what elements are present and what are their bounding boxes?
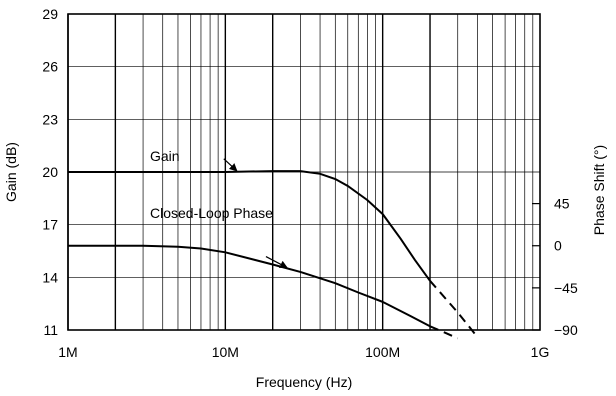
y-tick-label: 26	[42, 59, 58, 75]
x-axis-label: Frequency (Hz)	[256, 374, 352, 390]
y-tick-label: 23	[42, 111, 58, 127]
tick-labels: 1M 10M 100M 1G 11 14 17 20 23 26 29 −90 −45 0 45	[42, 6, 578, 360]
y-tick-label: 20	[42, 164, 58, 180]
x-tick-label: 10M	[212, 344, 239, 360]
gain-line	[68, 170, 431, 282]
annotation-label: Closed-Loop Phase	[150, 205, 273, 221]
closed-loop-phase-line	[68, 244, 431, 328]
annotation-arrow	[265, 256, 288, 269]
y-tick-label: 14	[42, 269, 58, 285]
y2-tick-label: 45	[554, 196, 570, 212]
closed-loop-phase-extrapolated-line	[429, 325, 459, 340]
y2-tick-label: −90	[554, 322, 578, 338]
x-tick-label: 100M	[365, 344, 400, 360]
y-tick-label: 11	[43, 322, 58, 338]
y2-tick-label: 0	[554, 238, 562, 254]
x-tick-label: 1M	[58, 344, 77, 360]
y2-tick-label: −45	[554, 280, 578, 296]
annotation-label: Gain	[150, 148, 180, 164]
x-tick-label: 1G	[531, 344, 550, 360]
annotations: Gain Closed-Loop Phase	[150, 148, 288, 269]
series-lines	[68, 170, 479, 340]
plot-frame	[67, 13, 541, 331]
gain-extrapolated-line	[429, 280, 479, 338]
annotation-arrow	[223, 158, 238, 172]
y-tick-label: 17	[42, 217, 58, 233]
y-tick-label: 29	[42, 6, 58, 22]
y2-axis-label: Phase Shift (°)	[591, 145, 607, 235]
y-axis-label: Gain (dB)	[3, 142, 19, 202]
